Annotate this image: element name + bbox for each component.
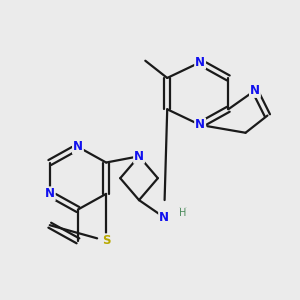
Text: N: N [134, 150, 144, 163]
Text: N: N [159, 211, 169, 224]
Text: N: N [73, 140, 83, 153]
Text: H: H [179, 208, 187, 218]
Text: N: N [195, 56, 205, 69]
Text: N: N [45, 188, 55, 200]
Text: N: N [195, 118, 205, 131]
Text: N: N [250, 84, 260, 97]
Text: H: H [178, 206, 188, 219]
Text: S: S [102, 234, 110, 247]
